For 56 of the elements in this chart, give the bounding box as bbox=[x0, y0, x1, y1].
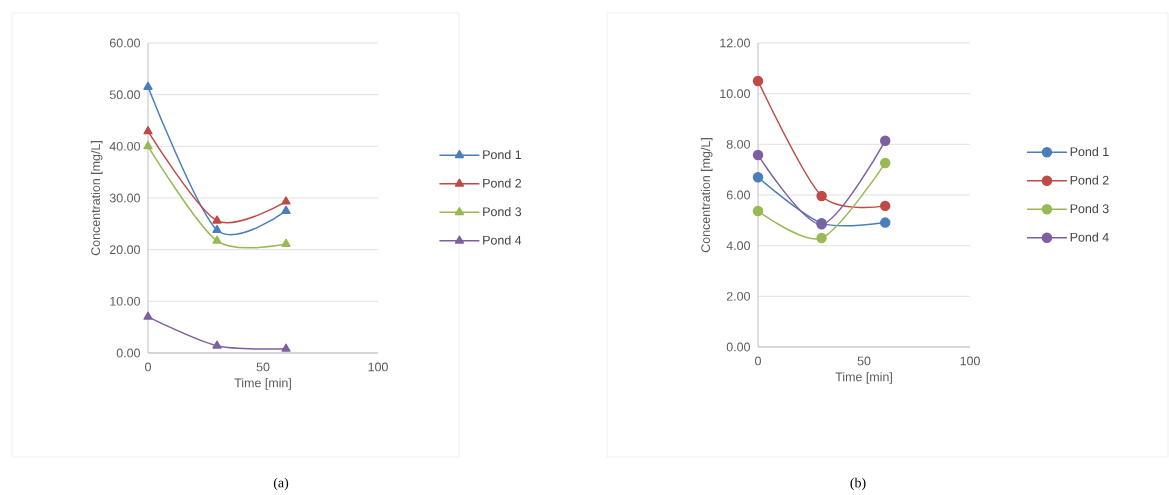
point bbox=[281, 238, 291, 247]
point bbox=[879, 217, 891, 228]
y-tick-label: 4.00 bbox=[726, 241, 750, 251]
y-tick-label: 60.00 bbox=[109, 38, 140, 48]
x-tick-label: 50 bbox=[256, 362, 270, 372]
point bbox=[879, 200, 891, 212]
x-tick-label: 100 bbox=[960, 356, 980, 366]
y-tick-label: 10.00 bbox=[720, 89, 750, 99]
point bbox=[212, 235, 222, 244]
x-tick-label: 0 bbox=[755, 356, 761, 366]
y-axis-title: Concentration [mg/L] bbox=[90, 141, 103, 256]
point bbox=[752, 172, 764, 183]
text: (b) bbox=[850, 477, 866, 491]
x-tick-label: 50 bbox=[857, 356, 871, 366]
point bbox=[752, 205, 764, 217]
legend-label: Pond 2 bbox=[1070, 175, 1109, 185]
point bbox=[143, 311, 153, 320]
point bbox=[212, 215, 222, 224]
y-tick-label: 12.00 bbox=[720, 38, 750, 48]
point bbox=[879, 157, 891, 169]
y-axis-title: Concentration [mg/L] bbox=[700, 138, 713, 253]
legend-label: Pond 3 bbox=[1070, 203, 1109, 214]
y-tick-label: 50.00 bbox=[109, 90, 140, 100]
point bbox=[143, 126, 153, 135]
y-tick-label: 2.00 bbox=[726, 291, 750, 301]
y-tick-label: 20.00 bbox=[109, 245, 140, 255]
legend-label: Pond 3 bbox=[483, 206, 522, 217]
point bbox=[212, 224, 222, 234]
point bbox=[212, 340, 222, 349]
y-tick-label: 10.00 bbox=[110, 296, 140, 306]
point bbox=[281, 343, 291, 352]
x-axis-title: Time [min] bbox=[234, 378, 291, 390]
y-tick-label: 8.00 bbox=[726, 139, 750, 149]
x-tick-label: 0 bbox=[145, 362, 151, 372]
point bbox=[143, 141, 153, 150]
point bbox=[143, 81, 153, 90]
x-tick-label: 100 bbox=[368, 362, 388, 372]
x-axis-title: Time [min] bbox=[835, 372, 892, 384]
text: (a) bbox=[273, 477, 289, 491]
point bbox=[752, 149, 764, 161]
point bbox=[281, 205, 291, 214]
y-tick-label: 0.00 bbox=[116, 348, 140, 358]
point bbox=[816, 190, 827, 202]
point bbox=[816, 232, 827, 244]
y-tick-label: 30.00 bbox=[109, 193, 140, 203]
legend-label: Pond 2 bbox=[483, 178, 522, 188]
y-tick-label: 0.00 bbox=[726, 342, 750, 352]
y-tick-label: 6.00 bbox=[726, 190, 750, 200]
legend-label: Pond 4 bbox=[483, 235, 522, 245]
y-tick-label: 40.00 bbox=[109, 141, 140, 151]
point bbox=[879, 135, 891, 147]
legend-label: Pond 1 bbox=[1070, 146, 1109, 157]
legend-label: Pond 4 bbox=[1070, 232, 1109, 242]
point bbox=[281, 196, 291, 205]
legend-label: Pond 1 bbox=[483, 149, 522, 160]
point bbox=[752, 75, 764, 87]
